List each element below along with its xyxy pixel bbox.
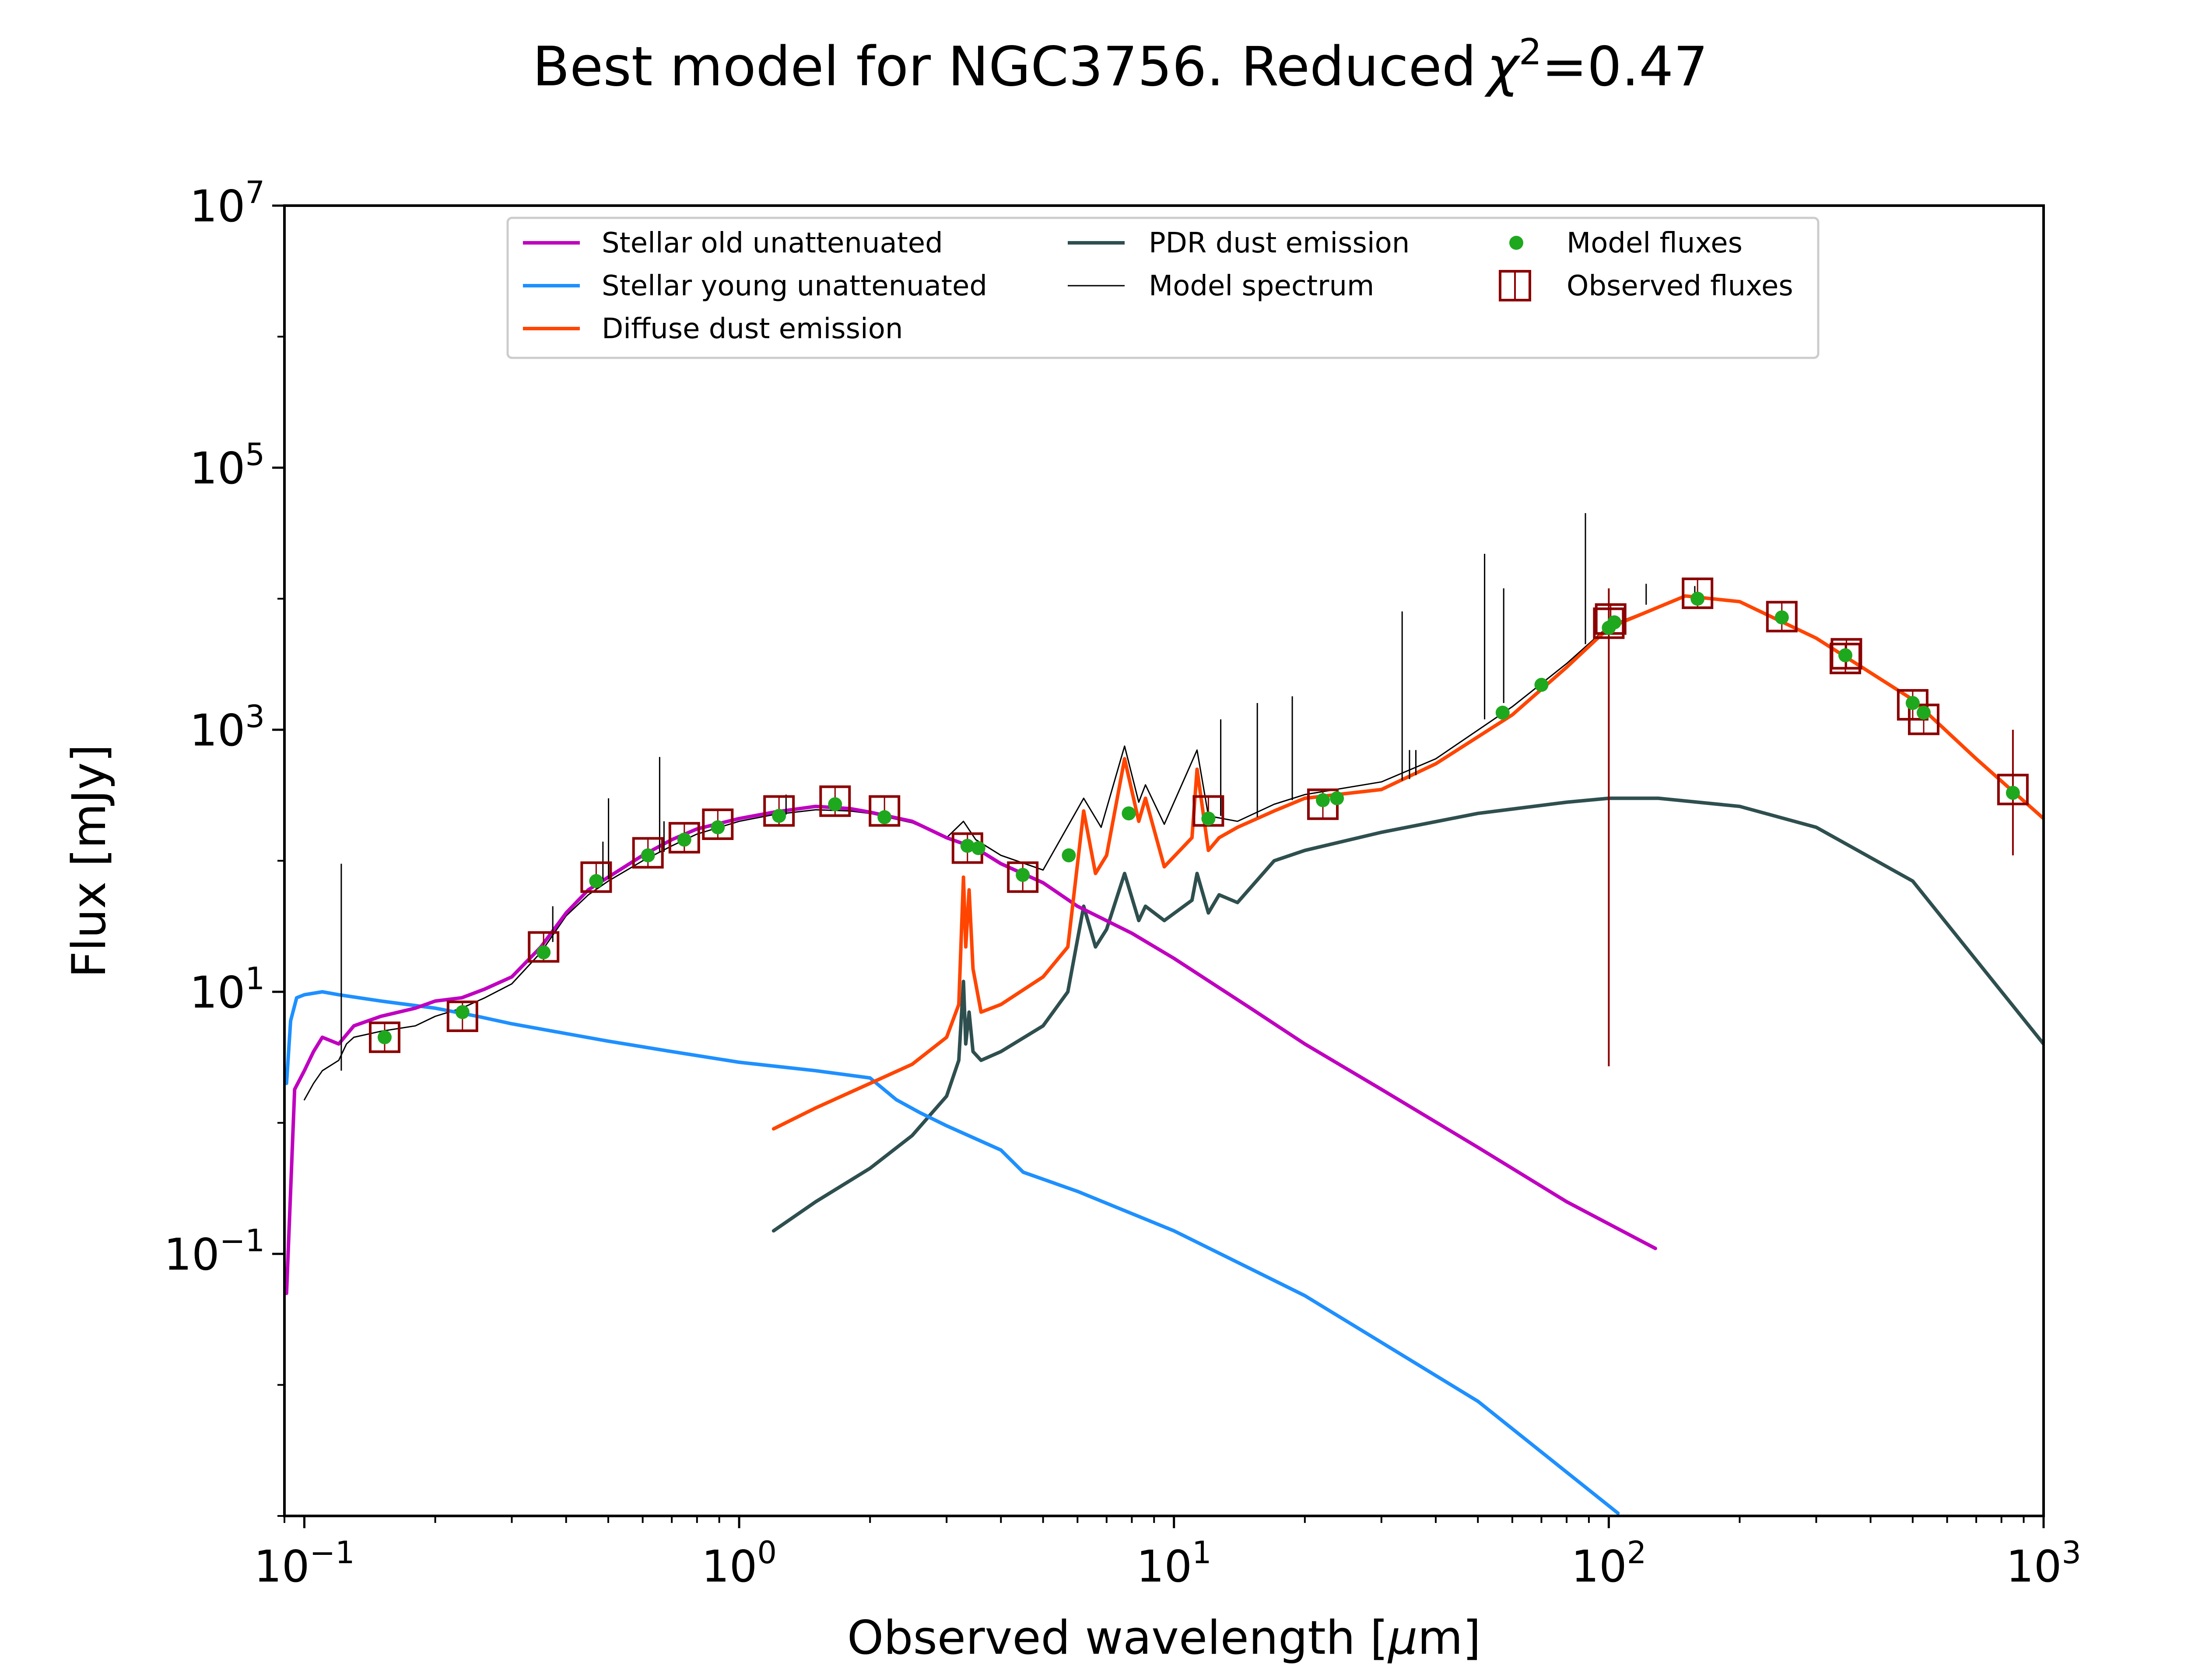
- y-axis-label: Flux [mJy]: [62, 744, 116, 978]
- legend-label-model-fluxes: Model fluxes: [1567, 227, 1743, 259]
- model-flux-point: [1917, 706, 1931, 720]
- series-line-stellar-old: [284, 805, 1657, 1295]
- model-flux-point: [1330, 791, 1344, 805]
- x-tick-label: 103: [2006, 1535, 2081, 1592]
- x-tick-label: 101: [1136, 1535, 1212, 1592]
- model-flux-point: [971, 841, 985, 855]
- x-axis-label: Observed wavelength [μm]: [847, 1611, 1481, 1665]
- x-tick-label: 100: [701, 1535, 777, 1592]
- model-flux-point: [1607, 615, 1622, 630]
- legend-label-stellar-young: Stellar young unattenuated: [602, 270, 987, 302]
- model-flux-point: [772, 808, 786, 823]
- model-flux-point: [677, 833, 691, 847]
- model-flux-point: [455, 1005, 470, 1019]
- marker-layer: [369, 578, 2029, 1067]
- chart-title-main: Best model for NGC3756. Reduced: [533, 35, 1476, 98]
- tick-layer: 10−1 100 101 102 103 10−1 101 103 105 107: [164, 175, 2081, 1592]
- x-axis-label-unit: m]: [1418, 1611, 1481, 1665]
- legend-label-observed-fluxes: Observed fluxes: [1567, 270, 1793, 302]
- model-flux-point: [536, 945, 551, 959]
- model-flux-point: [1122, 806, 1136, 821]
- legend-label-diffuse-dust: Diffuse dust emission: [602, 313, 903, 345]
- model-flux-point: [1201, 812, 1216, 826]
- model-flux-point: [2006, 786, 2020, 800]
- legend-entry-diffuse-dust: Diffuse dust emission: [523, 313, 903, 345]
- legend-label-pdr-dust: PDR dust emission: [1149, 227, 1410, 259]
- legend-entry-model-spectrum: Model spectrum: [1068, 270, 1374, 302]
- chart-title-chi: χ: [1484, 35, 1521, 98]
- series-line-diffuse-dust: [771, 594, 2044, 1131]
- chart-title-chi-exponent: 2: [1519, 32, 1542, 73]
- x-axis-label-main: Observed wavelength [: [847, 1611, 1388, 1665]
- model-flux-point: [1690, 592, 1705, 606]
- model-flux-point: [1534, 678, 1549, 692]
- legend-box: [506, 217, 1820, 359]
- series-line-stellar-young: [284, 990, 1620, 1515]
- x-axis-label-mu: μ: [1387, 1611, 1417, 1665]
- model-flux-point: [1838, 648, 1852, 662]
- y-tick-label: 107: [189, 175, 265, 232]
- legend-label-stellar-old: Stellar old unattenuated: [602, 227, 943, 259]
- legend-entry-model-fluxes: Model fluxes: [1509, 227, 1743, 259]
- y-tick-label: 101: [189, 961, 265, 1018]
- x-tick-label: 10−1: [254, 1535, 354, 1592]
- model-flux-point: [877, 810, 892, 824]
- model-flux-point: [378, 1030, 392, 1044]
- model-flux-point: [1316, 793, 1330, 807]
- model-flux-point: [711, 820, 725, 834]
- legend-entry-observed-fluxes: Observed fluxes: [1499, 270, 1793, 302]
- y-tick-label: 10−1: [164, 1223, 265, 1280]
- legend-entry-pdr-dust: PDR dust emission: [1068, 227, 1410, 259]
- y-tick-label: 103: [189, 699, 265, 756]
- legend: Stellar old unattenuated Stellar young u…: [506, 217, 1820, 359]
- legend-label-model-spectrum: Model spectrum: [1149, 270, 1374, 302]
- model-flux-point: [1016, 868, 1030, 882]
- series-line-pdr-dust: [771, 796, 2044, 1233]
- model-flux-point: [828, 797, 842, 812]
- model-flux-point: [1062, 848, 1076, 863]
- legend-entry-stellar-old: Stellar old unattenuated: [523, 227, 943, 259]
- model-flux-point: [589, 874, 603, 888]
- model-flux-point: [1774, 610, 1789, 625]
- model-flux-point: [960, 839, 975, 853]
- x-tick-label: 102: [1571, 1535, 1646, 1592]
- model-flux-point: [641, 848, 655, 863]
- chart-title: Best model for NGC3756. Reduced χ2=0.47: [533, 32, 1708, 98]
- model-flux-point: [1905, 696, 1920, 710]
- legend-marker-model-fluxes: [1509, 236, 1523, 250]
- chart-title-value: =0.47: [1542, 35, 1708, 98]
- y-tick-label: 105: [189, 437, 265, 494]
- legend-entry-stellar-young: Stellar young unattenuated: [523, 270, 987, 302]
- model-flux-point: [1495, 706, 1510, 720]
